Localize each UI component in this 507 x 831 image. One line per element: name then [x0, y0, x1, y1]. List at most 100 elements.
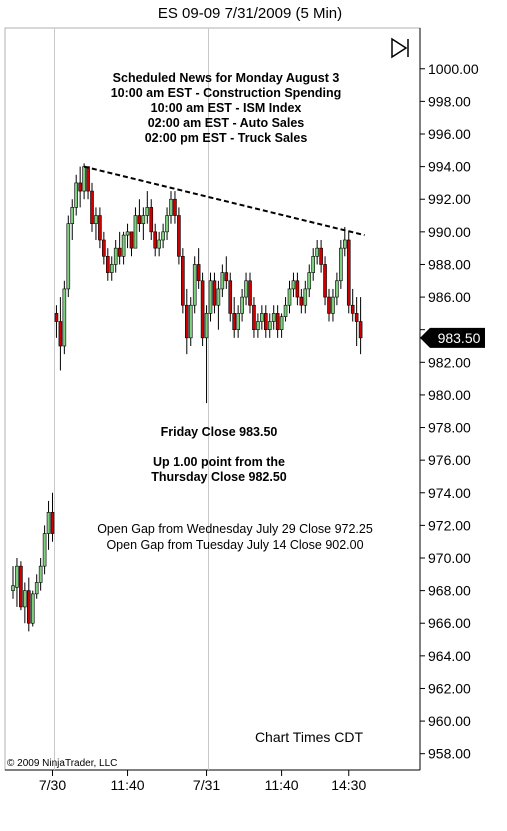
candle — [153, 223, 157, 257]
candle — [311, 248, 316, 281]
candle-body — [350, 304, 355, 314]
candle-body — [196, 264, 201, 282]
price-tick-label: 960.00 — [428, 713, 471, 729]
candle-body — [98, 215, 102, 241]
candle — [121, 231, 126, 265]
candle-body — [106, 256, 110, 273]
candle — [98, 207, 102, 249]
candle-body — [129, 231, 134, 249]
candle-body — [342, 239, 347, 249]
time-tick-label: 11:40 — [111, 777, 145, 793]
candle — [200, 272, 205, 346]
candle-body — [34, 582, 39, 595]
candle-body — [291, 280, 296, 290]
candle — [248, 272, 252, 314]
candle-body — [90, 190, 94, 224]
candle-body — [50, 512, 55, 534]
candle-body — [260, 313, 264, 322]
candle-body — [70, 207, 75, 224]
candle — [252, 297, 256, 338]
skip-forward-icon[interactable] — [391, 37, 409, 59]
candle — [228, 272, 233, 322]
candle — [208, 272, 213, 322]
candle — [46, 500, 51, 550]
candle — [26, 577, 31, 632]
candle — [54, 305, 59, 338]
candle-body — [58, 321, 63, 347]
gap-note-0: Open Gap from Wednesday July 29 Close 97… — [97, 522, 373, 536]
price-tick-label: 968.00 — [428, 583, 471, 599]
candle — [42, 525, 47, 575]
price-tick-label: 988.00 — [428, 256, 471, 272]
candle — [303, 280, 308, 314]
window-title: ES 09-09 7/31/2009 (5 Min) — [158, 5, 342, 22]
candle — [232, 297, 236, 338]
candle — [38, 558, 43, 591]
candle-body — [137, 215, 142, 224]
candle-body — [339, 247, 343, 282]
candle-body — [133, 215, 138, 249]
candle-body — [279, 316, 284, 330]
candle — [109, 256, 114, 281]
candle-body — [244, 280, 248, 298]
candle — [74, 174, 78, 216]
candle-body — [252, 304, 256, 330]
friday-close-note: Friday Close 983.50 — [161, 425, 278, 439]
candle — [335, 272, 339, 306]
price-tick-label: 992.00 — [428, 191, 471, 207]
candle — [307, 264, 312, 298]
time-tick-label: 11:40 — [265, 777, 299, 793]
candle — [196, 248, 201, 289]
candle — [145, 191, 150, 224]
candle — [94, 207, 98, 240]
chart-times-label: Chart Times CDT — [255, 729, 364, 745]
candle-body — [11, 585, 15, 591]
price-tick-label: 1000.00 — [428, 61, 479, 77]
candle-body — [323, 264, 327, 298]
candle-body — [19, 565, 23, 608]
candle — [15, 558, 19, 607]
candle — [62, 280, 67, 355]
candle-body — [354, 313, 359, 322]
candle — [263, 305, 268, 338]
candle — [271, 305, 276, 330]
candle — [287, 280, 292, 314]
candle-body — [200, 280, 205, 339]
candle-body — [153, 231, 157, 249]
candle-body — [220, 272, 225, 290]
candle-body — [299, 296, 304, 306]
candle — [161, 223, 165, 249]
candle-body — [327, 296, 331, 314]
price-tick-label: 996.00 — [428, 126, 471, 142]
candle — [19, 561, 23, 611]
candle — [358, 297, 363, 355]
candle-body — [224, 272, 229, 282]
candle-body — [271, 313, 276, 322]
candle — [141, 207, 146, 240]
candle-body — [78, 182, 82, 192]
candle — [342, 226, 347, 257]
price-tick-label: 972.00 — [428, 517, 471, 533]
candle-body — [315, 247, 319, 257]
candle-body — [26, 590, 31, 624]
candle — [11, 566, 15, 599]
price-tick-label: 986.00 — [428, 289, 471, 305]
candle — [23, 582, 27, 624]
candle-body — [192, 264, 197, 306]
candle — [169, 191, 173, 224]
candle-body — [248, 280, 252, 306]
news-line-2: 10:00 am EST - ISM Index — [151, 101, 302, 115]
candle-body — [74, 182, 78, 208]
candle-body — [188, 304, 193, 339]
candle — [256, 313, 260, 338]
price-tick-label: 980.00 — [428, 387, 471, 403]
trendline — [83, 165, 365, 237]
time-axis: 7/30 11:40 7/31 11:40 14:30 — [39, 770, 366, 793]
time-tick-label: 7/30 — [39, 777, 66, 793]
candle — [117, 231, 122, 265]
candle — [188, 297, 193, 346]
candle — [34, 574, 39, 599]
price-axis: 958.00 960.00 962.00 964.00 966.00 968.00 970.… — [420, 61, 479, 762]
candle-body — [204, 313, 209, 339]
candle-body — [346, 239, 351, 306]
